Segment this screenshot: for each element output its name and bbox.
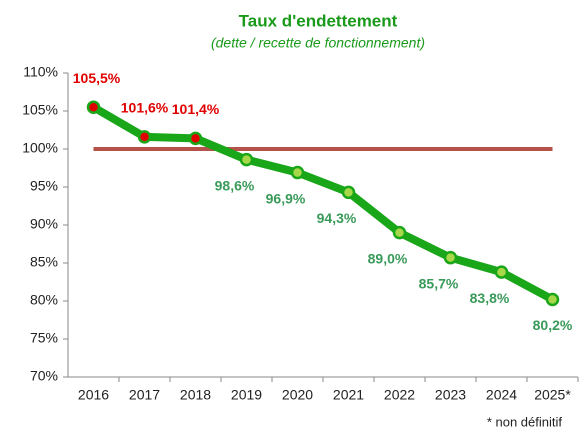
- x-tick-label: 2018: [180, 387, 211, 403]
- point: [188, 131, 203, 146]
- value-label: 89,0%: [368, 250, 408, 266]
- value-label: 101,6%: [121, 100, 169, 116]
- y-tick-label: 70%: [30, 368, 58, 384]
- point: [494, 265, 509, 279]
- x-tick-label: 2019: [231, 387, 262, 403]
- y-tick-label: 100%: [22, 140, 58, 156]
- y-tick-label: 105%: [22, 102, 58, 118]
- point: [239, 152, 254, 167]
- point: [86, 100, 101, 114]
- value-label: 98,6%: [215, 177, 255, 193]
- chart-title: Taux d'endettement: [239, 11, 398, 30]
- point: [290, 165, 305, 180]
- x-tick-label: 2017: [129, 387, 160, 403]
- y-tick-label: 75%: [30, 330, 58, 346]
- value-label: 101,4%: [172, 101, 220, 117]
- point: [545, 292, 560, 307]
- y-tick-label: 80%: [30, 292, 58, 308]
- y-tick-label: 90%: [30, 216, 58, 232]
- x-tick-label: 2024: [486, 387, 517, 403]
- point: [341, 185, 356, 200]
- value-label: 85,7%: [419, 275, 459, 291]
- value-label: 80,2%: [533, 317, 573, 333]
- y-tick-label: 95%: [30, 178, 58, 194]
- x-tick-label: 2025*: [534, 387, 571, 403]
- y-tick-label: 85%: [30, 254, 58, 270]
- point: [443, 250, 458, 265]
- value-label: 105,5%: [73, 70, 121, 86]
- point: [137, 130, 152, 144]
- x-tick-label: 2020: [282, 387, 313, 403]
- x-tick-label: 2021: [333, 387, 364, 403]
- value-label: 96,9%: [266, 190, 306, 206]
- line: [91, 103, 555, 304]
- point: [392, 225, 407, 240]
- value-label: 83,8%: [470, 290, 510, 306]
- x-tick-label: 2016: [78, 387, 109, 403]
- x-tick-label: 2023: [435, 387, 466, 403]
- y-tick-label: 110%: [23, 64, 58, 80]
- value-label: 94,3%: [317, 210, 357, 226]
- x-tick-label: 2022: [384, 387, 415, 403]
- footnote: * non définitif: [487, 414, 563, 429]
- chart-subtitle: (dette / recette de fonctionnement): [211, 35, 425, 51]
